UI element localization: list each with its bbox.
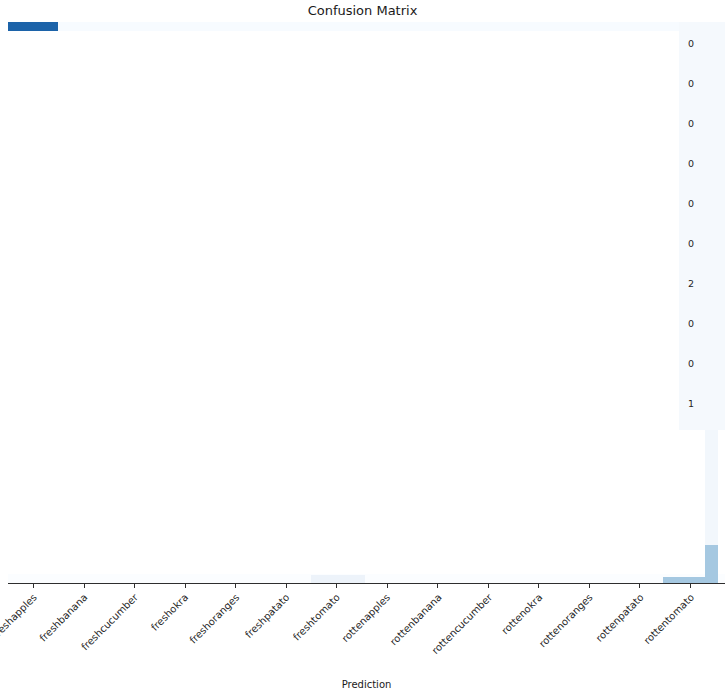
- cell-annotation: 0: [688, 318, 694, 329]
- confusion-matrix-figure: Confusion Matrix freshapplesfreshbananaf…: [0, 0, 725, 696]
- cell-annotations-layer: 0 0 0 0 0 0 2 0 0 1: [0, 0, 725, 696]
- cell-annotation: 0: [688, 38, 694, 49]
- cell-annotation: 2: [688, 278, 694, 289]
- x-axis-label: Prediction: [8, 679, 725, 690]
- cell-annotation: 0: [688, 118, 694, 129]
- cell-annotation: 0: [688, 198, 694, 209]
- cell-annotation: 0: [688, 158, 694, 169]
- cell-annotation: 0: [688, 78, 694, 89]
- cell-annotation: 0: [688, 238, 694, 249]
- cell-annotation: 0: [688, 358, 694, 369]
- cell-annotation: 1: [688, 398, 694, 409]
